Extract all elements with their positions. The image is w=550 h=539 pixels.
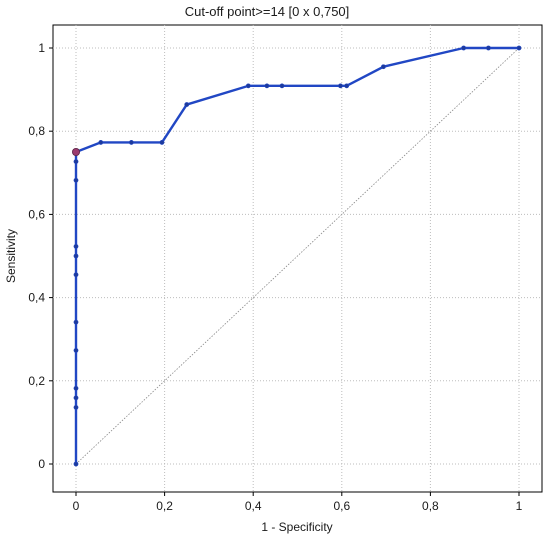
roc-point-4 [73,348,79,353]
x-tick-label-4: 0,8 [422,499,439,513]
plot-area [52,24,543,493]
roc-point-3 [73,385,79,391]
roc-point-8 [73,244,79,249]
roc-point-13 [128,140,134,145]
x-tick-label-3: 0,6 [333,499,350,513]
roc-point-1 [73,405,79,410]
cutoff-point [72,147,81,156]
axis-ticks: 0 0,2 0,4 0,6 0,8 1 0 0,2 0,4 0,6 0,8 1 [28,41,522,513]
roc-point-14 [159,140,165,145]
roc-point-15 [184,102,190,107]
y-tick-label-5: 1 [38,41,45,55]
reference-diagonal [75,47,520,465]
chart-title: Cut-off point>=14 [0 x 0,750] [185,4,350,19]
roc-point-0 [73,461,79,467]
grid-lines [53,25,542,492]
roc-point-18 [279,83,285,89]
x-axis-label: 1 - Specificity [261,520,332,534]
x-tick-label-5: 1 [516,499,523,513]
x-tick-label-2: 0,4 [245,499,262,513]
roc-point-12 [98,140,104,145]
roc-point-2 [73,395,79,401]
y-tick-label-4: 0,8 [28,124,45,138]
roc-point-17 [264,83,270,89]
roc-series [72,45,522,467]
roc-point-6 [73,272,79,278]
roc-point-16 [245,83,251,89]
roc-point-24 [516,45,522,51]
roc-point-19 [338,83,343,89]
roc-point-23 [486,45,491,51]
y-tick-label-3: 0,6 [28,207,45,221]
reference-line [75,47,520,465]
y-tick-label-2: 0,4 [28,291,45,305]
roc-point-5 [73,319,79,325]
y-tick-label-0: 0 [38,457,45,471]
roc-point-9 [73,177,79,183]
x-tick-label-1: 0,2 [156,499,173,513]
y-tick-label-1: 0,2 [28,374,45,388]
roc-point-22 [461,45,467,51]
roc-point-21 [381,64,386,70]
roc-point-7 [73,253,79,259]
roc-point-20 [344,83,350,89]
roc-point-10 [73,159,79,164]
plot-frame [52,24,543,493]
x-tick-label-0: 0 [73,499,80,513]
y-axis-label: Sensitivity [4,229,18,283]
